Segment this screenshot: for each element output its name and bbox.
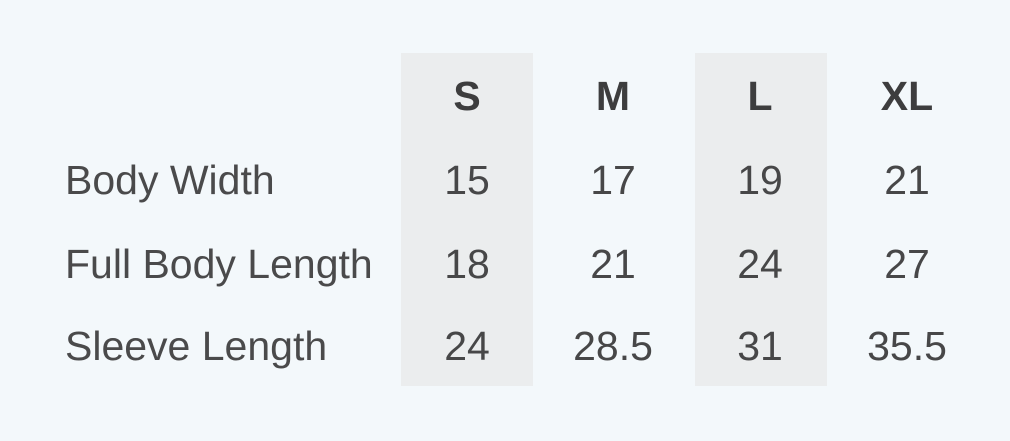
value-body-width-xl: 21	[884, 156, 930, 203]
column-highlight-stripe-s	[401, 53, 533, 386]
value-full-body-length-l: 24	[737, 240, 783, 287]
value-sleeve-length-s: 24	[444, 323, 490, 369]
row-label-body-width: Body Width	[65, 156, 275, 203]
value-body-width-s: 15	[444, 156, 490, 203]
value-sleeve-length-m: 28.5	[573, 323, 653, 369]
value-body-width-l: 19	[737, 156, 783, 203]
row-label-full-body-length: Full Body Length	[65, 240, 373, 287]
column-header-xl: XL	[880, 72, 934, 119]
column-header-s: S	[453, 72, 481, 119]
value-sleeve-length-l: 31	[737, 323, 783, 369]
value-full-body-length-xl: 27	[884, 240, 930, 287]
size-chart-table: S M L XL Body Width 15 17 19 21 Full Bod…	[0, 53, 980, 386]
column-header-m: M	[595, 72, 631, 119]
row-label-sleeve-length: Sleeve Length	[65, 323, 328, 369]
column-highlight-stripe-l	[695, 53, 827, 386]
value-body-width-m: 17	[590, 156, 636, 203]
value-full-body-length-s: 18	[444, 240, 490, 287]
value-sleeve-length-xl: 35.5	[867, 323, 947, 369]
column-header-l: L	[747, 72, 773, 119]
value-full-body-length-m: 21	[590, 240, 636, 287]
